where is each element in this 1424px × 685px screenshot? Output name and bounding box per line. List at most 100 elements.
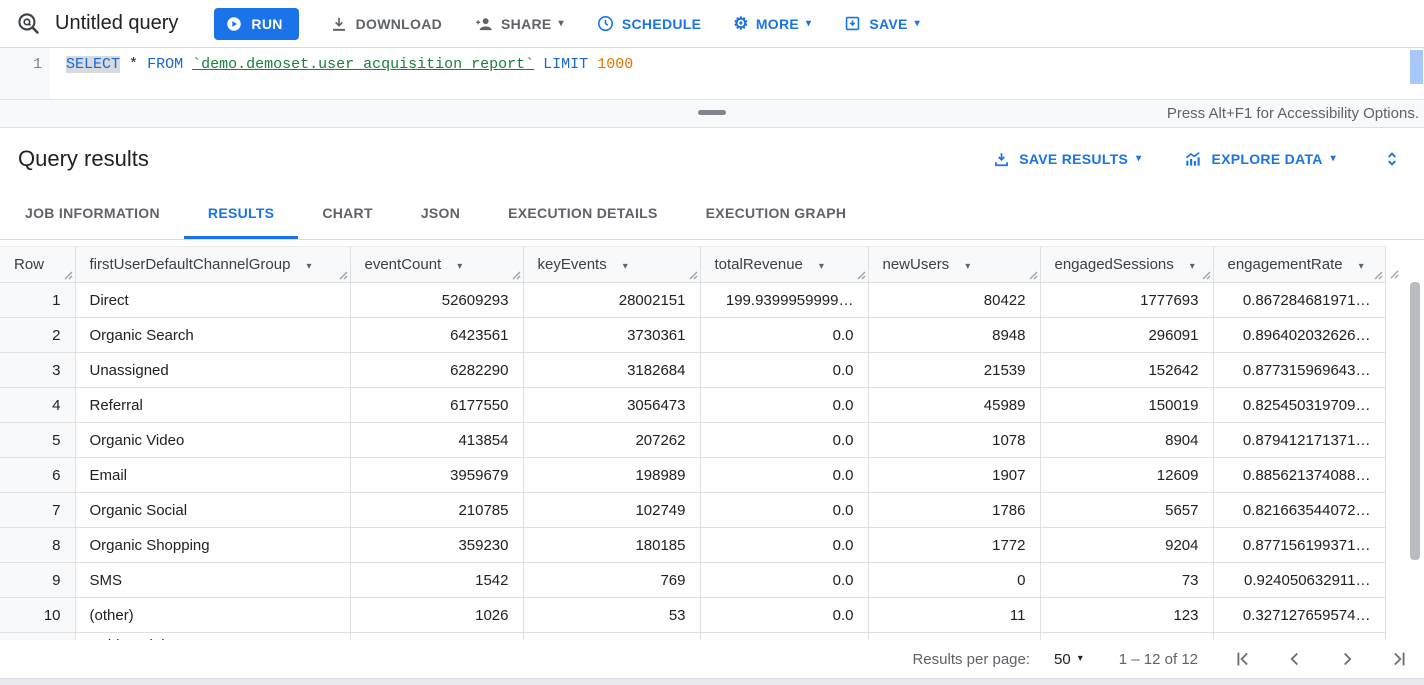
data-cell: 0.885621374088… — [1213, 457, 1386, 493]
row-number-cell: 11 — [0, 632, 76, 640]
data-cell: 1542 — [350, 562, 524, 598]
results-table: Row firstUserDefaultChannelGroup ▾ eventCou… — [0, 246, 1386, 640]
data-cell: 4 — [1040, 632, 1214, 640]
page-range: 1 – 12 of 12 — [1118, 650, 1198, 668]
table-row: 1 Direct 52609293 28002151 199.9399959999… 80… — [0, 282, 1386, 318]
editor-scrollbar-thumb[interactable] — [1410, 50, 1423, 84]
column-resize-grip-icon[interactable] — [64, 271, 73, 280]
download-icon — [329, 14, 349, 34]
share-button[interactable]: SHARE ▾ — [474, 14, 564, 34]
data-cell: 1.0 — [1213, 632, 1386, 640]
previous-page-button[interactable] — [1284, 648, 1306, 670]
pagination-controls — [1232, 648, 1410, 670]
column-menu-caret-icon[interactable]: ▾ — [965, 261, 971, 272]
horizontal-scrollbar-track[interactable] — [0, 678, 1424, 685]
sql-editor[interactable]: 1 SELECT * FROM `demo.demoset.user_acqui… — [0, 48, 1424, 100]
column-menu-caret-icon[interactable]: ▾ — [457, 261, 463, 272]
download-button[interactable]: DOWNLOAD — [329, 14, 442, 34]
column-resize-grip-icon[interactable] — [1390, 270, 1399, 279]
data-cell: 0.0 — [700, 632, 869, 640]
data-cell: 296091 — [1040, 317, 1214, 353]
data-cell: 6282290 — [350, 352, 524, 388]
data-cell: 0.327127659574… — [1213, 597, 1386, 633]
save-results-button[interactable]: SAVE RESULTS ▾ — [992, 150, 1141, 169]
column-header-totalRevenue[interactable]: totalRevenue ▾ — [700, 246, 869, 283]
row-number-cell: 3 — [0, 352, 76, 388]
column-resize-grip-icon[interactable] — [512, 271, 521, 280]
table-scrollbar-thumb[interactable] — [1410, 282, 1420, 560]
column-header-newUsers[interactable]: newUsers ▾ — [868, 246, 1041, 283]
query-magnifier-icon — [16, 11, 41, 36]
data-cell: 207262 — [523, 422, 701, 458]
data-cell: 0.0 — [700, 562, 869, 598]
data-cell: 1078 — [868, 422, 1041, 458]
tab-execution-details[interactable]: EXECUTION DETAILS — [508, 205, 658, 221]
first-page-button[interactable] — [1232, 648, 1254, 670]
data-cell: 887 — [350, 632, 524, 640]
table-row: 11Paid Social8874040.0641.0 — [0, 632, 1386, 640]
last-page-button[interactable] — [1388, 648, 1410, 670]
column-menu-caret-icon[interactable]: ▾ — [306, 261, 312, 272]
column-label: totalRevenue — [714, 256, 803, 273]
column-resize-grip-icon[interactable] — [1029, 271, 1038, 280]
accessibility-hint: Press Alt+F1 for Accessibility Options. — [1166, 105, 1419, 122]
data-cell: 1786 — [868, 492, 1041, 528]
column-menu-caret-icon[interactable]: ▾ — [818, 261, 824, 272]
data-cell: Organic Search — [75, 317, 351, 353]
schedule-button[interactable]: SCHEDULE — [596, 14, 701, 33]
editor-splitter-bar: Press Alt+F1 for Accessibility Options. — [0, 100, 1424, 128]
data-cell: 0.0 — [700, 387, 869, 423]
data-cell: Organic Social — [75, 492, 351, 528]
splitter-drag-handle[interactable] — [698, 110, 726, 115]
column-header-engagedSessions[interactable]: engagedSessions ▾ — [1040, 246, 1214, 283]
more-button[interactable]: ⚙ MORE ▾ — [733, 14, 812, 33]
explore-data-button[interactable]: EXPLORE DATA ▾ — [1183, 149, 1336, 169]
table-row: 5 Organic Video 413854 207262 0.0 1078 8904 0.8… — [0, 422, 1386, 458]
data-cell: 1026 — [350, 597, 524, 633]
data-cell: 150019 — [1040, 387, 1214, 423]
column-resize-grip-icon[interactable] — [689, 271, 698, 280]
column-label: keyEvents — [537, 256, 607, 273]
data-cell: 359230 — [350, 527, 524, 563]
data-cell: 21539 — [868, 352, 1041, 388]
data-cell: SMS — [75, 562, 351, 598]
column-menu-caret-icon[interactable]: ▾ — [622, 261, 628, 272]
clock-icon — [596, 14, 615, 33]
expand-collapse-button[interactable] — [1382, 149, 1402, 169]
gear-icon: ⚙ — [733, 14, 749, 33]
sql-token: * — [129, 56, 139, 73]
next-page-button[interactable] — [1336, 648, 1358, 670]
sql-line[interactable]: SELECT * FROM `demo.demoset.user_acquisi… — [50, 48, 633, 99]
column-resize-grip-icon[interactable] — [1202, 271, 1211, 280]
row-number-cell: 1 — [0, 282, 76, 318]
column-resize-grip-icon[interactable] — [339, 271, 348, 280]
tab-job-information[interactable]: JOB INFORMATION — [25, 205, 160, 221]
run-button[interactable]: RUN — [214, 7, 299, 40]
data-cell: 52609293 — [350, 282, 524, 318]
column-header-engagementRate[interactable]: engagementRate ▾ — [1213, 246, 1386, 283]
results-actions: SAVE RESULTS ▾ EXPLORE DATA ▾ — [992, 149, 1402, 169]
data-cell: 6 — [868, 632, 1041, 640]
tab-chart[interactable]: CHART — [322, 205, 373, 221]
save-button[interactable]: SAVE ▾ — [843, 14, 920, 33]
data-cell: 80422 — [868, 282, 1041, 318]
chevron-down-icon: ▾ — [806, 17, 812, 29]
tab-json[interactable]: JSON — [420, 205, 461, 221]
table-row: 7 Organic Social 210785 102749 0.0 1786 5657 0.… — [0, 492, 1386, 528]
column-resize-grip-icon[interactable] — [857, 271, 866, 280]
table-row: 9 SMS 1542 769 0.0 0 73 0.924050632911… — [0, 562, 1386, 598]
page-size-select[interactable]: 50 ▾ — [1054, 650, 1083, 668]
data-cell: 1772 — [868, 527, 1041, 563]
column-header-keyEvents[interactable]: keyEvents ▾ — [523, 246, 701, 283]
tab-results[interactable]: RESULTS — [183, 190, 299, 239]
data-cell: 1907 — [868, 457, 1041, 493]
column-menu-caret-icon[interactable]: ▾ — [1189, 261, 1195, 272]
data-cell: 3056473 — [523, 387, 701, 423]
column-menu-caret-icon[interactable]: ▾ — [1358, 261, 1364, 272]
tab-execution-graph[interactable]: EXECUTION GRAPH — [705, 205, 847, 221]
pagination-footer: Results per page: 50 ▾ 1 – 12 of 12 — [0, 640, 1424, 678]
column-header-firstUserDefaultChannelGroup[interactable]: firstUserDefaultChannelGroup ▾ — [75, 246, 351, 283]
column-resize-grip-icon[interactable] — [1374, 271, 1383, 280]
column-header-eventCount[interactable]: eventCount ▾ — [350, 246, 524, 283]
data-cell: 210785 — [350, 492, 524, 528]
